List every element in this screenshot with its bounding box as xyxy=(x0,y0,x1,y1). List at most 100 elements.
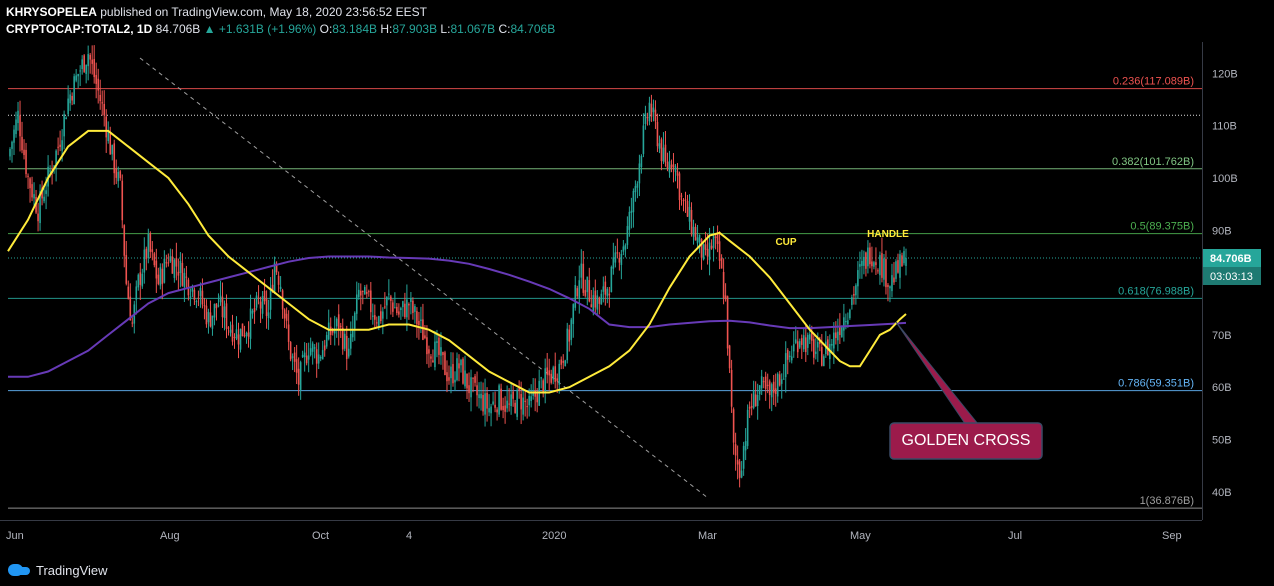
candle-body[interactable] xyxy=(49,170,51,172)
candle-body[interactable] xyxy=(710,245,713,249)
candle-body[interactable] xyxy=(79,70,81,72)
candle-body[interactable] xyxy=(664,144,667,163)
candle-body[interactable] xyxy=(309,348,312,355)
candle-body[interactable] xyxy=(151,249,154,253)
candle-body[interactable] xyxy=(730,369,733,407)
candle-body[interactable] xyxy=(77,73,79,77)
candle-body[interactable] xyxy=(19,115,21,137)
candle-body[interactable] xyxy=(325,334,328,347)
candle-body[interactable] xyxy=(73,76,75,105)
candle-body[interactable] xyxy=(345,335,348,359)
candle-body[interactable] xyxy=(782,378,785,380)
candle-body[interactable] xyxy=(612,257,615,269)
candle-body[interactable] xyxy=(891,275,893,292)
candle-body[interactable] xyxy=(881,253,883,278)
candle-body[interactable] xyxy=(99,94,102,102)
candle-body[interactable] xyxy=(251,310,254,314)
candle-body[interactable] xyxy=(786,350,789,360)
candle-body[interactable] xyxy=(790,356,793,361)
candle-body[interactable] xyxy=(438,337,440,355)
candle-body[interactable] xyxy=(75,75,77,81)
candle-body[interactable] xyxy=(161,268,164,284)
candle-body[interactable] xyxy=(121,180,124,221)
candle-body[interactable] xyxy=(460,359,462,366)
candle-body[interactable] xyxy=(368,291,370,293)
candle-body[interactable] xyxy=(602,286,605,292)
candle-body[interactable] xyxy=(712,235,715,248)
candle-body[interactable] xyxy=(408,303,410,306)
candle-body[interactable] xyxy=(189,296,192,298)
candle-body[interactable] xyxy=(831,344,833,346)
candle-body[interactable] xyxy=(875,262,877,266)
candle-body[interactable] xyxy=(658,143,661,149)
candle-body[interactable] xyxy=(887,284,889,287)
candle-body[interactable] xyxy=(67,98,69,115)
candle-body[interactable] xyxy=(548,370,551,376)
candle-body[interactable] xyxy=(558,363,561,385)
candle-body[interactable] xyxy=(263,290,266,302)
candle-body[interactable] xyxy=(843,317,845,331)
candle-body[interactable] xyxy=(592,295,595,312)
candle-body[interactable] xyxy=(853,293,855,296)
candle-body[interactable] xyxy=(257,297,260,299)
candle-body[interactable] xyxy=(600,293,603,305)
candle-body[interactable] xyxy=(213,303,216,318)
candle-body[interactable] xyxy=(432,360,434,363)
candle-body[interactable] xyxy=(169,256,172,262)
candle-body[interactable] xyxy=(91,59,93,64)
candle-body[interactable] xyxy=(808,334,811,340)
candle-body[interactable] xyxy=(97,78,100,91)
candle-body[interactable] xyxy=(135,286,138,300)
candle-body[interactable] xyxy=(819,339,821,344)
candle-body[interactable] xyxy=(203,305,206,307)
candle-body[interactable] xyxy=(740,470,743,478)
candle-body[interactable] xyxy=(333,328,336,334)
candle-body[interactable] xyxy=(724,295,727,300)
candle-body[interactable] xyxy=(412,300,414,313)
candle-body[interactable] xyxy=(430,356,432,359)
candle-body[interactable] xyxy=(488,408,490,413)
candle-body[interactable] xyxy=(269,287,272,310)
candle-body[interactable] xyxy=(778,374,781,386)
candle-body[interactable] xyxy=(821,347,823,366)
candle-body[interactable] xyxy=(171,256,174,274)
candle-body[interactable] xyxy=(398,311,400,315)
candle-body[interactable] xyxy=(271,284,274,292)
candle-body[interactable] xyxy=(259,301,262,309)
candle-body[interactable] xyxy=(241,323,244,337)
candle-body[interactable] xyxy=(289,342,292,360)
candle-body[interactable] xyxy=(323,345,326,351)
candle-body[interactable] xyxy=(15,119,17,135)
candle-body[interactable] xyxy=(686,200,689,217)
candle-body[interactable] xyxy=(311,343,314,352)
candle-body[interactable] xyxy=(355,294,358,314)
candle-body[interactable] xyxy=(209,312,212,327)
candle-body[interactable] xyxy=(107,131,110,142)
candle-body[interactable] xyxy=(357,289,360,298)
candle-body[interactable] xyxy=(153,253,156,266)
candle-body[interactable] xyxy=(129,296,132,321)
candle-body[interactable] xyxy=(652,107,655,113)
candle-body[interactable] xyxy=(883,258,885,280)
candle-body[interactable] xyxy=(123,225,126,256)
candle-body[interactable] xyxy=(341,327,344,350)
candle-body[interactable] xyxy=(678,173,681,201)
candle-body[interactable] xyxy=(454,379,456,383)
candle-body[interactable] xyxy=(402,301,404,308)
candle-body[interactable] xyxy=(670,164,673,169)
candle-body[interactable] xyxy=(514,402,516,413)
candle-body[interactable] xyxy=(554,366,557,382)
candle-body[interactable] xyxy=(237,334,240,345)
candle-body[interactable] xyxy=(331,330,334,333)
symbol-label[interactable]: CRYPTOCAP:TOTAL2, 1D xyxy=(6,22,153,36)
plot-area[interactable]: 0.236(117.089B) 0.382(101.762B) 0.5(89.375… xyxy=(0,42,1261,542)
candle-body[interactable] xyxy=(400,308,402,311)
candle-body[interactable] xyxy=(859,264,861,267)
candle-body[interactable] xyxy=(496,409,498,413)
candle-body[interactable] xyxy=(802,335,805,350)
candle-body[interactable] xyxy=(642,125,645,154)
candle-body[interactable] xyxy=(849,309,851,319)
candle-body[interactable] xyxy=(798,341,801,348)
candle-body[interactable] xyxy=(275,265,278,273)
candle-body[interactable] xyxy=(424,335,426,339)
